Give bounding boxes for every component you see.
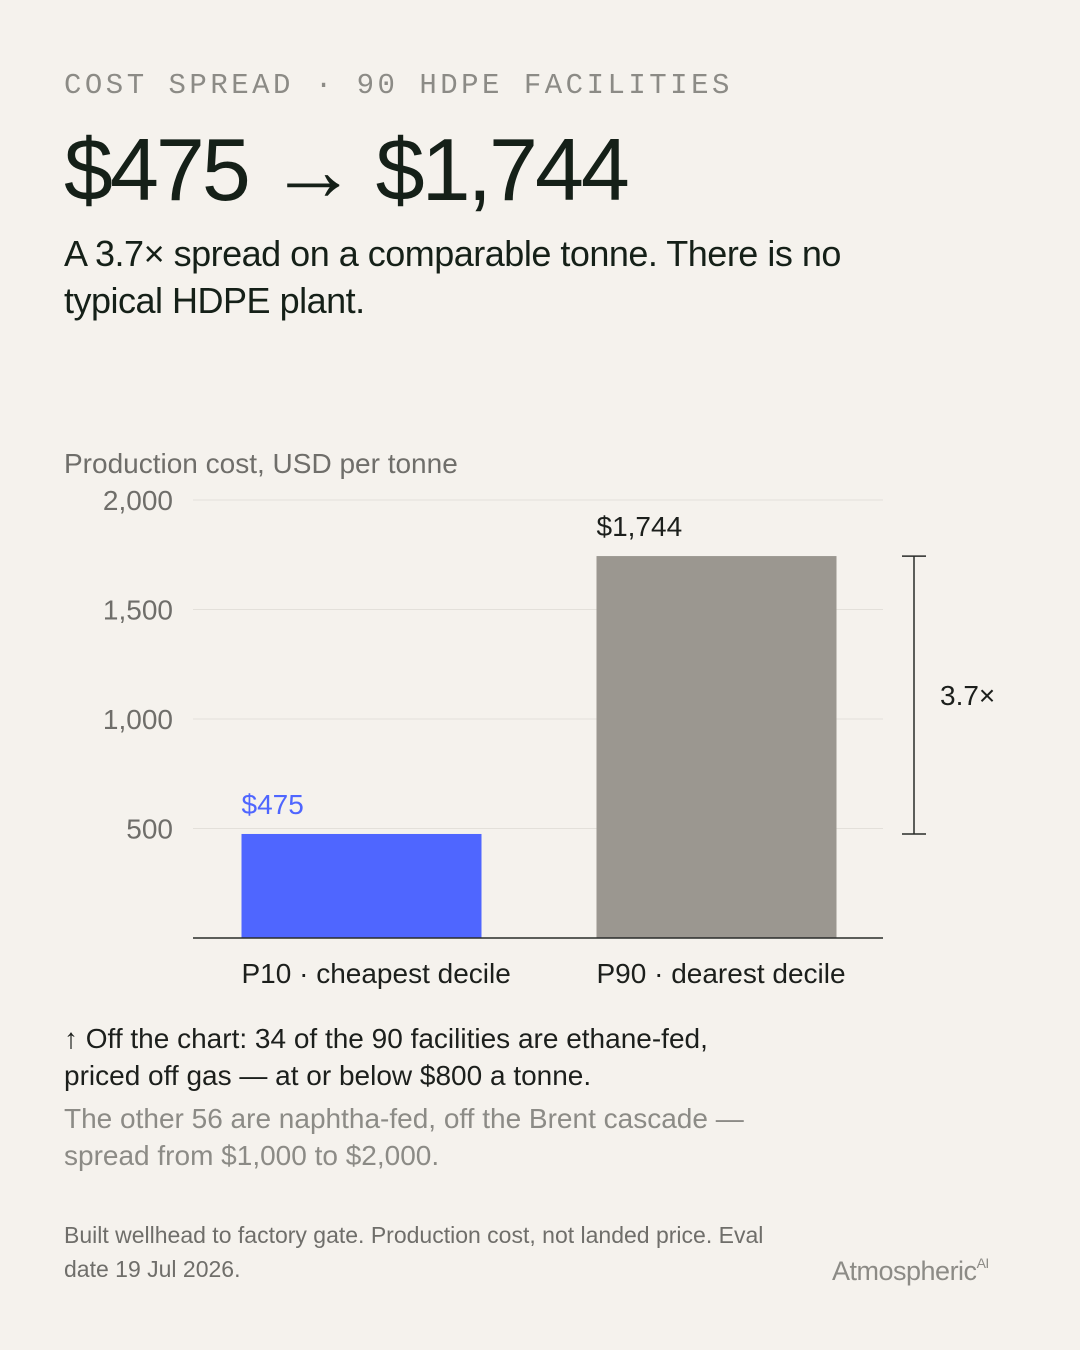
y-tick-label: 1,000	[103, 704, 173, 735]
note-line: ↑ Off the chart: 34 of the 90 facilities…	[64, 1023, 708, 1054]
y-tick-label: 1,500	[103, 595, 173, 626]
spread-bracket	[902, 555, 926, 835]
spread-annotation: 3.7×	[940, 680, 995, 711]
footer-line: Built wellhead to factory gate. Producti…	[64, 1222, 763, 1248]
chart-title: $475 → $1,744	[64, 120, 628, 219]
subtitle-line: typical HDPE plant.	[64, 280, 365, 321]
brand-suffix: AI	[977, 1255, 989, 1271]
note-line: priced off gas — at or below $800 a tonn…	[64, 1060, 591, 1091]
note-line: The other 56 are naphtha-fed, off the Br…	[64, 1103, 744, 1134]
y-axis-label: Production cost, USD per tonne	[64, 448, 458, 479]
y-tick-label: 500	[126, 814, 173, 845]
x-tick-label: P10 · cheapest decile	[242, 958, 511, 989]
kicker: COST SPREAD · 90 HDPE FACILITIES	[64, 69, 733, 102]
brand: AtmosphericAI	[832, 1255, 989, 1286]
value-label: $475	[242, 789, 304, 820]
note-line: spread from $1,000 to $2,000.	[64, 1140, 439, 1171]
subtitle-line: A 3.7× spread on a comparable tonne. The…	[64, 233, 841, 274]
value-label: $1,744	[597, 511, 683, 542]
x-tick-label: P90 · dearest decile	[597, 958, 846, 989]
bar	[241, 833, 482, 938]
bar	[596, 556, 837, 938]
y-tick-label: 2,000	[103, 485, 173, 516]
brand-name: Atmospheric	[832, 1256, 977, 1286]
footer-line: date 19 Jul 2026.	[64, 1256, 240, 1282]
